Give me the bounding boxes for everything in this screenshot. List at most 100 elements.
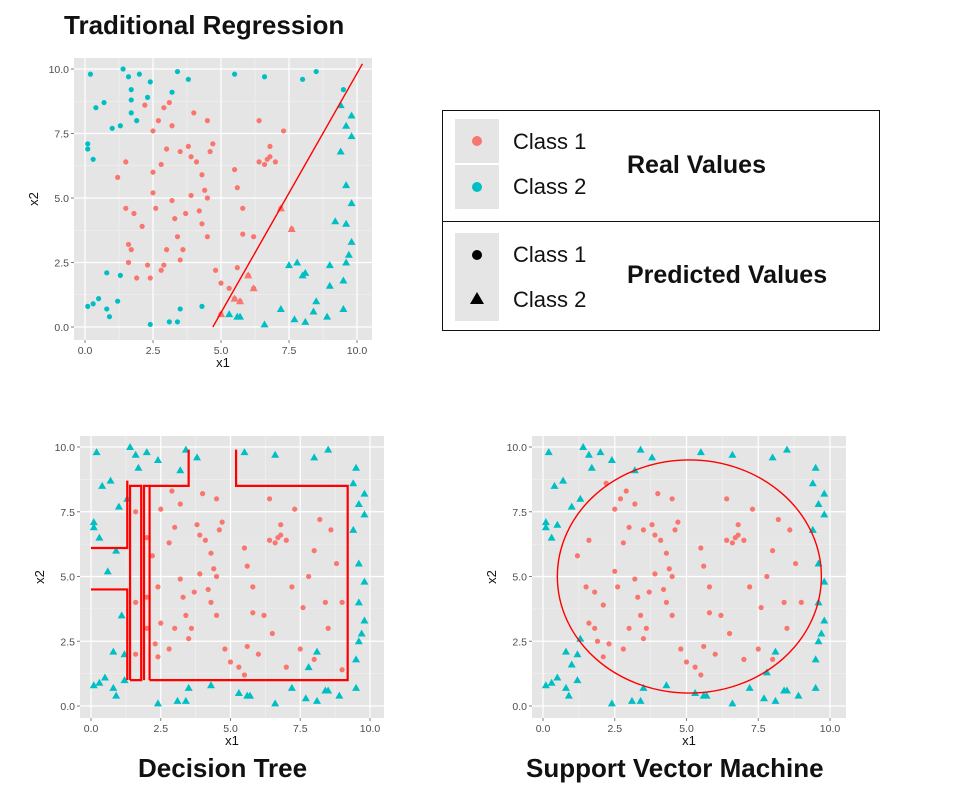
data-point-class1 <box>592 625 598 631</box>
data-point-class1 <box>123 159 129 165</box>
data-point-class1 <box>637 612 644 618</box>
data-point-class1 <box>615 584 621 590</box>
data-point-class2 <box>290 315 299 323</box>
data-point-class1 <box>297 646 303 652</box>
data-point-class1 <box>678 646 684 652</box>
data-point-class1 <box>216 527 222 533</box>
data-point-class2 <box>342 121 351 129</box>
data-point-class2 <box>287 683 296 691</box>
data-point-class2 <box>323 312 332 320</box>
data-point-class1 <box>770 656 776 662</box>
data-point-class1 <box>306 573 312 580</box>
data-point-class2 <box>147 321 153 328</box>
data-point-class1 <box>131 210 137 217</box>
data-point-class1 <box>161 262 167 268</box>
data-point-class1 <box>280 128 287 134</box>
data-point-class2 <box>261 74 268 80</box>
data-point-class1 <box>701 563 707 569</box>
data-point-class1 <box>586 537 592 543</box>
data-point-class1 <box>204 234 210 240</box>
data-point-class1 <box>202 187 208 193</box>
data-point-class2 <box>547 678 556 686</box>
legend-heading-real: Real Values <box>627 151 766 179</box>
data-point-class1 <box>150 128 156 134</box>
data-point-class2 <box>579 443 588 450</box>
data-point-class1 <box>643 625 649 631</box>
triangle-icon <box>470 292 484 304</box>
data-point-class2 <box>357 629 366 637</box>
data-point-class1 <box>692 664 698 670</box>
data-point-class1 <box>669 496 675 502</box>
data-point-class2 <box>814 499 823 507</box>
tick-label-y: 2.5 <box>60 636 75 648</box>
data-point-class1 <box>658 537 664 543</box>
data-point-class2 <box>561 647 570 655</box>
data-point-class1 <box>199 172 205 178</box>
data-point-class2 <box>811 463 820 471</box>
y-axis-label: x2 <box>484 570 499 584</box>
data-point-class1 <box>219 519 225 525</box>
data-point-class2 <box>553 520 562 528</box>
data-point-class2 <box>131 450 140 458</box>
data-point-class2 <box>561 683 570 691</box>
data-point-class1 <box>606 641 612 647</box>
data-point-class2 <box>782 445 791 453</box>
data-point-class1 <box>764 573 770 580</box>
data-point-class1 <box>781 599 787 606</box>
data-point-class1 <box>592 589 598 595</box>
data-point-class2 <box>174 319 181 325</box>
data-point-class1 <box>272 540 278 546</box>
y-axis-label: x2 <box>32 570 47 584</box>
tree-boundary-segment <box>142 449 190 681</box>
data-point-class1 <box>640 527 647 533</box>
legend-key-real-class2 <box>455 165 499 209</box>
data-point-class2 <box>702 691 711 699</box>
data-point-class1-predicted2 <box>244 271 253 279</box>
data-point-class2 <box>271 699 280 707</box>
data-point-class1 <box>169 488 175 494</box>
data-point-class1 <box>652 571 658 577</box>
data-point-class1 <box>204 195 210 201</box>
data-point-class1 <box>177 148 183 155</box>
data-point-class2 <box>93 105 99 111</box>
data-point-class1 <box>177 501 183 507</box>
data-point-class1 <box>267 154 273 160</box>
data-point-class2 <box>342 219 351 227</box>
tick-label-x: 7.5 <box>293 723 308 735</box>
data-point-class2 <box>648 453 657 461</box>
data-point-class1 <box>210 141 216 147</box>
data-point-class1 <box>155 654 161 660</box>
data-point-class1 <box>183 612 189 618</box>
data-point-class1 <box>261 161 268 168</box>
data-point-class1 <box>583 584 589 590</box>
data-point-class2 <box>354 637 363 645</box>
legend-key-real-class1 <box>455 119 499 163</box>
regression-boundary-line <box>212 63 364 328</box>
circle-icon <box>472 136 482 146</box>
data-point-class2 <box>312 297 321 305</box>
tree-boundary-segment <box>91 588 129 681</box>
data-point-class2 <box>349 525 358 533</box>
data-point-class2 <box>662 681 671 689</box>
data-point-class1 <box>158 267 164 273</box>
data-point-class1 <box>311 548 317 554</box>
data-point-class2 <box>553 673 562 681</box>
data-point-class1 <box>289 584 295 590</box>
data-point-class2 <box>339 276 348 284</box>
data-point-class2 <box>225 310 234 318</box>
data-point-class1 <box>133 651 139 657</box>
data-point-class1 <box>706 610 713 616</box>
data-point-class2 <box>541 518 550 526</box>
data-point-class1 <box>741 537 747 543</box>
data-point-class1 <box>626 524 632 530</box>
data-point-class1 <box>128 247 134 253</box>
data-point-class2 <box>325 261 334 269</box>
data-point-class1 <box>213 496 220 502</box>
data-point-class2 <box>169 89 175 95</box>
data-point-class2 <box>336 147 345 155</box>
data-point-class2 <box>173 696 182 704</box>
data-point-class2 <box>240 448 249 456</box>
data-point-class1 <box>669 573 675 580</box>
chart-title-regression: Traditional Regression <box>64 10 345 40</box>
